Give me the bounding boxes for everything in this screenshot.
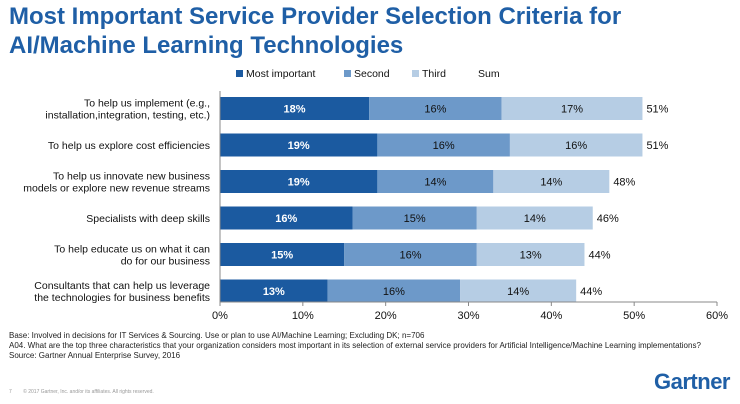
bar-data-label: 15%	[271, 250, 293, 262]
category-label: To help us implement (e.g.,	[84, 98, 210, 110]
legend-label: Most important	[246, 68, 316, 80]
bar-segment	[369, 97, 502, 120]
bar-data-label: 15%	[404, 213, 426, 225]
copyright: © 2017 Gartner, Inc. and/or its affiliat…	[23, 389, 154, 395]
x-tick-label: 60%	[706, 310, 728, 322]
bar-segment	[501, 97, 643, 120]
bar-data-label: 13%	[520, 250, 542, 262]
bar-data-label: 14%	[424, 177, 446, 189]
sum-data-label: 44%	[588, 250, 610, 262]
bar-segment	[352, 206, 477, 230]
page-title: Most Important Service Provider Selectio…	[9, 2, 729, 60]
category-label: installation,integration, testing, etc.)	[45, 110, 210, 122]
chart-notes: Base: Involved in decisions for IT Servi…	[9, 331, 729, 361]
page-number: 7	[9, 389, 12, 395]
bar-segment	[220, 97, 370, 120]
bar-data-label: 16%	[383, 286, 405, 298]
source-note: Source: Gartner Annual Enterprise Survey…	[9, 351, 181, 360]
bar-segment	[220, 206, 353, 230]
title-line-1: Most Important Service Provider Selectio…	[9, 3, 622, 30]
x-tick-label: 50%	[623, 310, 645, 322]
sum-data-label: 48%	[613, 177, 635, 189]
title-line-2: AI/Machine Learning Technologies	[9, 32, 404, 59]
category-label: the technologies for business benefits	[34, 292, 210, 304]
bar-segment	[220, 243, 345, 266]
bar-segment	[476, 206, 593, 230]
bar-segment	[493, 170, 610, 193]
bar-segment	[377, 170, 494, 193]
bar-segment	[509, 133, 643, 157]
bar-data-label: 16%	[433, 140, 455, 152]
question-note: A04. What are the top three characterist…	[9, 341, 701, 350]
bar-data-label: 16%	[565, 140, 587, 152]
category-label: To help us innovate new business	[53, 171, 210, 183]
x-tick-label: 10%	[292, 310, 314, 322]
gartner-logo: Gartner	[654, 369, 730, 394]
bar-segment	[344, 243, 477, 266]
legend-label: Second	[354, 68, 390, 80]
category-label: Specialists with deep skills	[86, 213, 210, 225]
sum-data-label: 44%	[580, 286, 602, 298]
category-label: To help us explore cost efficiencies	[48, 140, 210, 152]
bar-data-label: 14%	[524, 213, 546, 225]
bar-data-label: 16%	[400, 250, 422, 262]
legend-swatch	[344, 70, 351, 77]
footer: 7 © 2017 Gartner, Inc. and/or its affili…	[9, 389, 164, 395]
category-label: To help educate us on what it can	[54, 244, 210, 256]
sum-data-label: 51%	[646, 104, 668, 116]
bar-data-label: 19%	[288, 140, 310, 152]
base-note: Base: Involved in decisions for IT Servi…	[9, 331, 425, 340]
x-tick-label: 30%	[457, 310, 479, 322]
bar-data-label: 14%	[507, 286, 529, 298]
bar-data-label: 19%	[288, 177, 310, 189]
bar-data-label: 16%	[275, 213, 297, 225]
legend-swatch	[236, 70, 243, 77]
bar-segment	[460, 279, 577, 303]
bar-segment	[476, 243, 585, 266]
category-label: models or explore new revenue streams	[23, 183, 210, 195]
category-label: do for our business	[121, 256, 210, 268]
bar-data-label: 17%	[561, 104, 583, 116]
sum-data-label: 46%	[597, 213, 619, 225]
sum-data-label: 51%	[646, 140, 668, 152]
x-tick-label: 0%	[212, 310, 228, 322]
bar-segment	[377, 133, 510, 157]
legend-label: Sum	[478, 68, 500, 80]
bar-data-label: 13%	[263, 286, 285, 298]
bar-data-label: 18%	[284, 104, 306, 116]
bar-segment	[327, 279, 461, 303]
legend-label: Third	[422, 68, 446, 80]
stacked-bar-chart: Most important Second Third Sum 18% 16% 17% 51%…	[23, 68, 728, 322]
bar-data-label: 16%	[424, 104, 446, 116]
bar-segment	[220, 279, 328, 303]
bar-segment	[220, 170, 378, 193]
x-tick-label: 40%	[540, 310, 562, 322]
x-tick-label: 20%	[375, 310, 397, 322]
bar-data-label: 14%	[540, 177, 562, 189]
category-label: Consultants that can help us leverage	[34, 280, 210, 292]
bar-segment	[220, 133, 378, 157]
legend-swatch	[412, 70, 419, 77]
